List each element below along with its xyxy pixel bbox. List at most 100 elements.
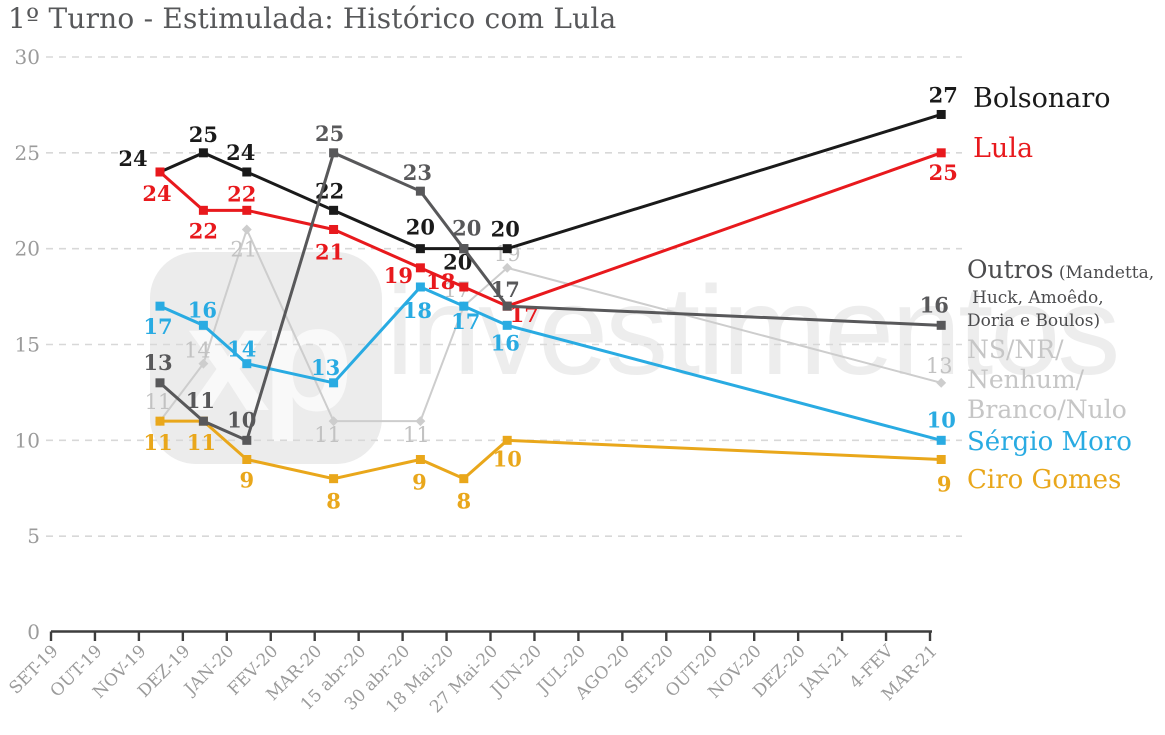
- data-point-nsnr: [241, 224, 252, 235]
- data-label-moro: 13: [311, 355, 340, 380]
- data-label-ciro: 9: [937, 471, 952, 496]
- data-label-nsnr: 14: [184, 339, 211, 363]
- data-label-bolsonaro: 20: [491, 217, 520, 242]
- x-axis: SET-19OUT-19NOV-19DEZ-19JAN-20FEV-20MAR-…: [6, 630, 942, 717]
- data-label-nsnr: 13: [926, 354, 953, 378]
- data-label-outros: 13: [143, 350, 172, 375]
- data-point-ciro: [415, 454, 425, 464]
- data-point-moro: [242, 359, 252, 369]
- series-moro: 17 16 14 13 18 17 16 10: [143, 282, 956, 445]
- legend-nsnr-line-2: Nenhum/: [967, 365, 1085, 394]
- legend-outros-detail-2: Huck, Amoêdo,: [972, 288, 1104, 308]
- y-tick-label: 5: [27, 524, 40, 548]
- data-label-lula: 21: [315, 239, 344, 264]
- data-point-nsnr: [936, 377, 947, 388]
- chart-title: 1º Turno - Estimulada: Histórico com Lul…: [8, 2, 617, 35]
- data-point-nsnr: [198, 358, 209, 369]
- data-point-outros: [242, 435, 252, 445]
- data-point-outros: [329, 148, 339, 158]
- data-point-bolsonaro: [936, 109, 946, 119]
- data-label-outros: 17: [491, 277, 520, 302]
- data-label-lula: 19: [384, 263, 413, 288]
- data-label-nsnr: 21: [230, 237, 257, 261]
- data-point-ciro: [155, 416, 165, 426]
- series-line-outros: [159, 150, 942, 443]
- data-label-ciro: 11: [187, 430, 216, 455]
- data-label-moro: 16: [188, 297, 217, 322]
- series-line-moro: [159, 285, 942, 442]
- data-point-moro: [155, 301, 165, 311]
- data-label-bolsonaro: 24: [118, 146, 147, 171]
- data-label-outros: 16: [920, 292, 949, 317]
- data-label-bolsonaro: 27: [929, 82, 958, 107]
- data-label-lula: 24: [142, 181, 171, 206]
- data-point-ciro: [329, 474, 339, 484]
- data-point-lula: [936, 148, 946, 158]
- data-label-outros: 25: [315, 121, 344, 146]
- data-point-bolsonaro: [502, 244, 512, 254]
- data-point-bolsonaro: [415, 244, 425, 254]
- data-label-ciro: 11: [143, 430, 172, 455]
- data-point-ciro: [459, 474, 469, 484]
- legend-outros: Outros (Mandetta,: [967, 255, 1155, 285]
- data-label-bolsonaro: 20: [406, 215, 435, 240]
- data-label-moro: 10: [927, 407, 956, 432]
- data-point-lula: [155, 167, 165, 177]
- legend-bolsonaro: Bolsonaro: [973, 83, 1111, 114]
- data-point-nsnr: [415, 416, 426, 427]
- data-label-bolsonaro: 24: [226, 140, 255, 165]
- legend-lula: Lula: [973, 133, 1034, 164]
- data-point-ciro: [242, 454, 252, 464]
- data-point-outros: [198, 416, 208, 426]
- data-label-moro: 18: [403, 298, 432, 323]
- data-label-lula: 22: [227, 181, 256, 206]
- data-label-ciro: 9: [239, 467, 254, 492]
- data-label-nsnr: 11: [145, 390, 172, 414]
- data-label-nsnr: 11: [403, 423, 430, 447]
- data-point-outros: [459, 244, 469, 254]
- data-label-moro: 16: [491, 330, 520, 355]
- y-tick-label: 25: [15, 141, 40, 165]
- data-label-outros: 20: [452, 216, 481, 241]
- data-point-moro: [936, 435, 946, 445]
- legend-sergio-moro: Sérgio Moro: [967, 427, 1132, 457]
- data-label-nsnr: 11: [314, 423, 341, 447]
- y-tick-label: 10: [15, 428, 40, 452]
- data-label-lula: 25: [929, 160, 958, 185]
- data-point-moro: [415, 282, 425, 292]
- data-point-lula: [198, 205, 208, 215]
- series-lula: 24 22 22 21 19 18 17 25: [142, 148, 958, 327]
- legend-outros-detail-3: Doria e Boulos): [967, 311, 1101, 331]
- data-label-outros: 23: [403, 160, 432, 185]
- data-label-moro: 17: [143, 314, 172, 339]
- data-point-moro: [198, 320, 208, 330]
- data-label-moro: 17: [451, 309, 480, 334]
- data-point-lula: [415, 263, 425, 273]
- data-point-outros: [502, 301, 512, 311]
- data-point-ciro: [502, 435, 512, 445]
- series-line-lula: [159, 151, 942, 308]
- data-label-outros: 10: [227, 407, 256, 432]
- series-outros: 13 11 10 25 23 20 17 16: [143, 121, 949, 445]
- legend-outros-detail-1: (Mandetta,: [1053, 263, 1155, 283]
- data-label-ciro: 9: [412, 469, 427, 494]
- data-label-ciro: 10: [493, 446, 522, 471]
- data-point-ciro: [936, 454, 946, 464]
- xp-logo-text: xp: [186, 274, 353, 442]
- data-point-lula: [242, 205, 252, 215]
- investimentos-watermark: investimentos: [386, 260, 1120, 401]
- data-point-moro: [502, 320, 512, 330]
- y-tick-label: 0: [27, 620, 40, 644]
- data-point-outros: [936, 320, 946, 330]
- legend-nsnr-line-3: Branco/Nulo: [967, 395, 1127, 424]
- data-point-nsnr: [328, 416, 339, 427]
- data-point-bolsonaro: [198, 148, 208, 158]
- data-label-bolsonaro: 25: [189, 122, 218, 147]
- data-point-outros: [155, 378, 165, 388]
- data-label-lula: 22: [189, 218, 218, 243]
- legend-nsnr-line-1: NS/NR/: [967, 335, 1064, 364]
- y-tick-label: 30: [15, 45, 40, 69]
- legend-outros-main: Outros: [967, 255, 1054, 284]
- data-label-ciro: 8: [326, 489, 341, 514]
- data-point-lula: [459, 282, 469, 292]
